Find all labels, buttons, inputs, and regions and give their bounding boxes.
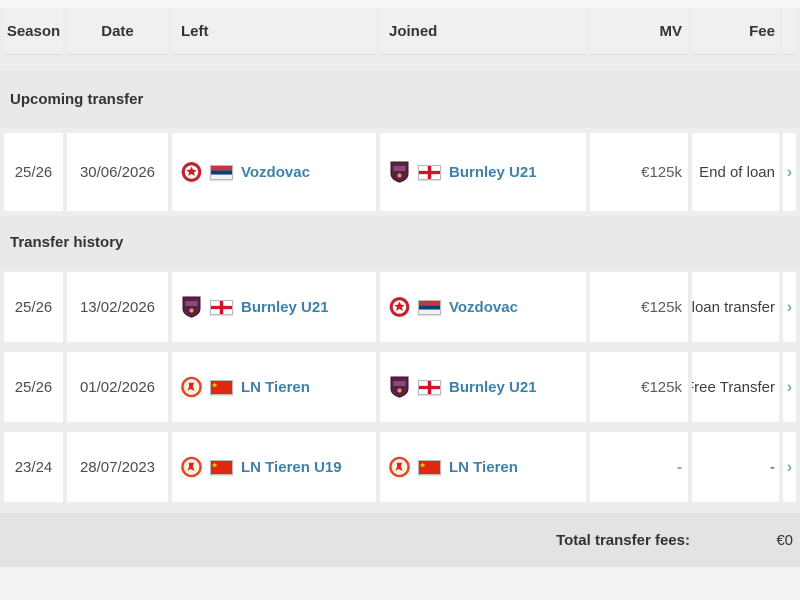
ln-tieren-crest-icon	[181, 456, 202, 478]
fee-cell: loan transfer	[692, 272, 779, 342]
left-club-cell: Burnley U21	[172, 272, 376, 342]
header-left: Left	[172, 8, 376, 55]
burnley-crest-icon	[389, 376, 410, 398]
ln-tieren-crest-icon	[181, 376, 202, 398]
bottom-strip	[0, 567, 800, 600]
total-fees-value: €0	[776, 531, 793, 549]
club-link[interactable]: Burnley U21	[449, 378, 537, 396]
table-row[interactable]: 23/24 28/07/2023 LN Tieren U19 LN Tieren…	[0, 432, 800, 502]
header-mv: MV	[590, 8, 688, 55]
fee-cell: End of loan	[692, 133, 779, 211]
england-flag-icon	[418, 379, 441, 395]
table-row[interactable]: 25/26 30/06/2026 Vozdovac Burnley U21 €1…	[0, 133, 800, 211]
joined-club-cell: Vozdovac	[380, 272, 586, 342]
joined-club-cell: Burnley U21	[380, 133, 586, 211]
club-link[interactable]: Vozdovac	[241, 163, 310, 181]
club-link[interactable]: Burnley U21	[241, 298, 329, 316]
row-chevron-icon[interactable]: ›	[783, 272, 796, 342]
table-row[interactable]: 25/26 01/02/2026 LN Tieren Burnley U21 €…	[0, 352, 800, 422]
serbia-flag-icon	[418, 299, 441, 315]
vozdovac-crest-icon	[181, 161, 202, 183]
club-link[interactable]: LN Tieren	[449, 458, 518, 476]
market-value-cell: -	[590, 432, 688, 502]
section-transfer-history: Transfer history	[0, 216, 800, 268]
season-cell: 23/24	[4, 432, 63, 502]
left-club-cell: LN Tieren	[172, 352, 376, 422]
header-season: Season	[4, 8, 63, 55]
fee-cell: -	[692, 432, 779, 502]
date-cell: 13/02/2026	[67, 272, 168, 342]
market-value-cell: €125k	[590, 133, 688, 211]
section-upcoming-transfer: Upcoming transfer	[0, 70, 800, 128]
joined-club-cell: LN Tieren	[380, 432, 586, 502]
serbia-flag-icon	[210, 164, 233, 180]
season-cell: 25/26	[4, 133, 63, 211]
joined-club-cell: Burnley U21	[380, 352, 586, 422]
date-cell: 30/06/2026	[67, 133, 168, 211]
club-link[interactable]: LN Tieren U19	[241, 458, 342, 476]
left-club-cell: LN Tieren U19	[172, 432, 376, 502]
club-link[interactable]: Burnley U21	[449, 163, 537, 181]
left-club-cell: Vozdovac	[172, 133, 376, 211]
burnley-crest-icon	[389, 161, 410, 183]
top-strip	[0, 0, 800, 8]
ln-tieren-crest-icon	[389, 456, 410, 478]
row-chevron-icon[interactable]: ›	[783, 352, 796, 422]
table-header-row: Season Date Left Joined MV Fee	[0, 8, 800, 55]
date-cell: 01/02/2026	[67, 352, 168, 422]
vozdovac-crest-icon	[389, 296, 410, 318]
row-chevron-icon[interactable]: ›	[783, 133, 796, 211]
season-cell: 25/26	[4, 352, 63, 422]
header-joined: Joined	[380, 8, 586, 55]
market-value-cell: €125k	[590, 272, 688, 342]
header-fee: Fee	[692, 8, 779, 55]
club-link[interactable]: LN Tieren	[241, 378, 310, 396]
date-cell: 28/07/2023	[67, 432, 168, 502]
club-link[interactable]: Vozdovac	[449, 298, 518, 316]
china-flag-icon	[418, 459, 441, 475]
season-cell: 25/26	[4, 272, 63, 342]
header-date: Date	[67, 8, 168, 55]
row-chevron-icon[interactable]: ›	[783, 432, 796, 502]
market-value-cell: €125k	[590, 352, 688, 422]
fee-cell: Free Transfer	[692, 352, 779, 422]
table-row[interactable]: 25/26 13/02/2026 Burnley U21 Vozdovac €1…	[0, 272, 800, 342]
england-flag-icon	[210, 299, 233, 315]
china-flag-icon	[210, 379, 233, 395]
england-flag-icon	[418, 164, 441, 180]
total-fees-label: Total transfer fees:	[556, 531, 690, 549]
china-flag-icon	[210, 459, 233, 475]
total-fees-footer: Total transfer fees: €0	[0, 513, 800, 567]
header-chevron-spacer	[783, 8, 796, 55]
burnley-crest-icon	[181, 296, 202, 318]
